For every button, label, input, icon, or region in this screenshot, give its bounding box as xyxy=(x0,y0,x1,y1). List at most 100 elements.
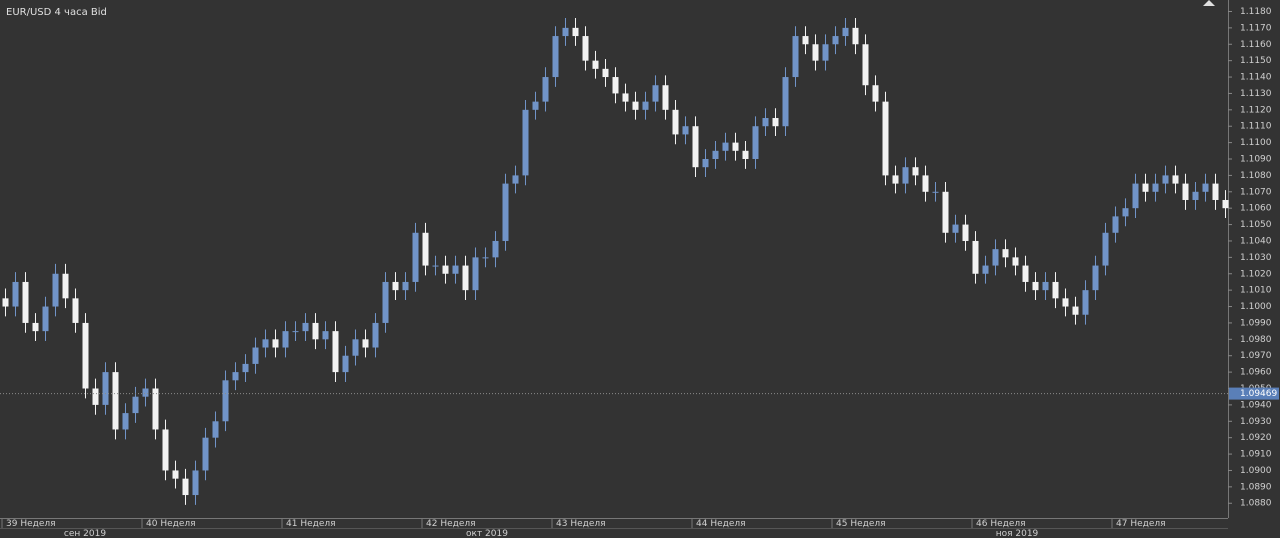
candle-body xyxy=(932,191,939,193)
candle-body xyxy=(752,126,759,160)
candle-body xyxy=(722,142,729,151)
y-tick-label: 1.0930 xyxy=(1240,417,1272,427)
y-tick-label: 1.1110 xyxy=(1240,122,1272,132)
candle-body xyxy=(1172,175,1179,184)
y-tick-label: 1.0920 xyxy=(1240,433,1272,443)
x-tick-label: 41 Неделя xyxy=(286,519,336,529)
candle-body xyxy=(1192,191,1199,200)
candle-body xyxy=(322,331,329,340)
candle-body xyxy=(952,224,959,233)
candle-body xyxy=(1122,208,1129,217)
candle-body xyxy=(122,413,129,430)
y-tick-label: 1.1160 xyxy=(1240,40,1272,50)
candle-body xyxy=(982,265,989,274)
y-tick-label: 1.0980 xyxy=(1240,335,1272,345)
candle-body xyxy=(112,372,119,430)
y-tick-label: 1.1130 xyxy=(1240,89,1272,99)
candle-body xyxy=(862,44,869,86)
y-tick-label: 1.1050 xyxy=(1240,220,1272,230)
y-tick-label: 1.1180 xyxy=(1240,7,1272,17)
candle-body xyxy=(352,339,359,356)
candle-body xyxy=(42,306,49,332)
candle-body xyxy=(222,380,229,422)
candle-body xyxy=(1002,249,1009,258)
candle-body xyxy=(32,322,39,332)
candle-body xyxy=(232,372,239,381)
candle-body xyxy=(742,150,749,160)
candle-body xyxy=(622,93,629,102)
candle-body xyxy=(212,421,219,438)
candle-body xyxy=(432,265,439,267)
y-tick-label: 1.1010 xyxy=(1240,286,1272,296)
candle-body xyxy=(962,224,969,241)
candle-body xyxy=(1072,306,1079,315)
candle-body xyxy=(1112,216,1119,233)
y-tick-label: 1.1080 xyxy=(1240,171,1272,181)
candle-body xyxy=(612,77,619,94)
candle-body xyxy=(392,281,399,291)
current-price-label: 1.09469 xyxy=(1240,389,1277,399)
candle-body xyxy=(1102,232,1109,266)
candle-body xyxy=(482,257,489,259)
candle-body xyxy=(1052,281,1059,299)
candle-body xyxy=(422,232,429,266)
y-tick-label: 1.0940 xyxy=(1240,400,1272,410)
candle-body xyxy=(632,101,639,110)
x-tick-label: 46 Неделя xyxy=(976,519,1026,529)
candle-body xyxy=(1152,183,1159,192)
candle-body xyxy=(162,429,169,471)
candle-body xyxy=(542,77,549,102)
month-label: сен 2019 xyxy=(64,529,106,538)
candle-body xyxy=(242,363,249,373)
candle-body xyxy=(682,126,689,135)
candle-body xyxy=(652,85,659,102)
candle-body xyxy=(522,109,529,176)
month-label: окт 2019 xyxy=(466,529,508,538)
candle-body xyxy=(22,281,29,323)
chart-title: EUR/USD 4 часа Bid xyxy=(6,7,107,18)
candle-body xyxy=(1182,183,1189,200)
scroll-arrow xyxy=(1203,0,1215,6)
candle-body xyxy=(972,240,979,274)
candle-body xyxy=(1142,183,1149,192)
candle-body xyxy=(992,249,999,266)
y-tick-label: 1.1120 xyxy=(1240,105,1272,115)
y-tick-label: 1.1040 xyxy=(1240,236,1272,246)
candle-body xyxy=(912,167,919,176)
y-tick-label: 1.0910 xyxy=(1240,450,1272,460)
x-tick-label: 43 Неделя xyxy=(556,519,606,529)
candle-body xyxy=(672,109,679,135)
candle-body xyxy=(1222,199,1229,209)
x-tick-label: 40 Неделя xyxy=(146,519,196,529)
candle-body xyxy=(102,372,109,405)
y-tick-label: 1.0900 xyxy=(1240,466,1272,476)
candle-body xyxy=(902,167,909,184)
candle-body xyxy=(62,273,69,299)
candle-body xyxy=(92,388,99,405)
x-tick-label: 42 Неделя xyxy=(426,519,476,529)
candle-body xyxy=(872,85,879,102)
candle-body xyxy=(1022,265,1029,282)
candle-body xyxy=(892,175,899,184)
candle-body xyxy=(882,101,889,176)
candle-body xyxy=(712,150,719,160)
y-tick-label: 1.1090 xyxy=(1240,155,1272,165)
candle-body xyxy=(592,60,599,69)
candle-body xyxy=(472,257,479,291)
candle-body xyxy=(372,322,379,348)
candle-body xyxy=(2,298,9,307)
candle-body xyxy=(1032,281,1039,291)
candle-body xyxy=(332,331,339,373)
y-tick-label: 1.0890 xyxy=(1240,482,1272,492)
y-tick-label: 1.0970 xyxy=(1240,351,1272,361)
candle-body xyxy=(802,36,809,45)
candle-body xyxy=(662,85,669,110)
y-tick-label: 1.0990 xyxy=(1240,318,1272,328)
candle-body xyxy=(382,281,389,323)
candle-body xyxy=(922,175,929,192)
candle-body xyxy=(282,331,289,348)
candle-body xyxy=(152,388,159,430)
candle-body xyxy=(602,68,609,78)
